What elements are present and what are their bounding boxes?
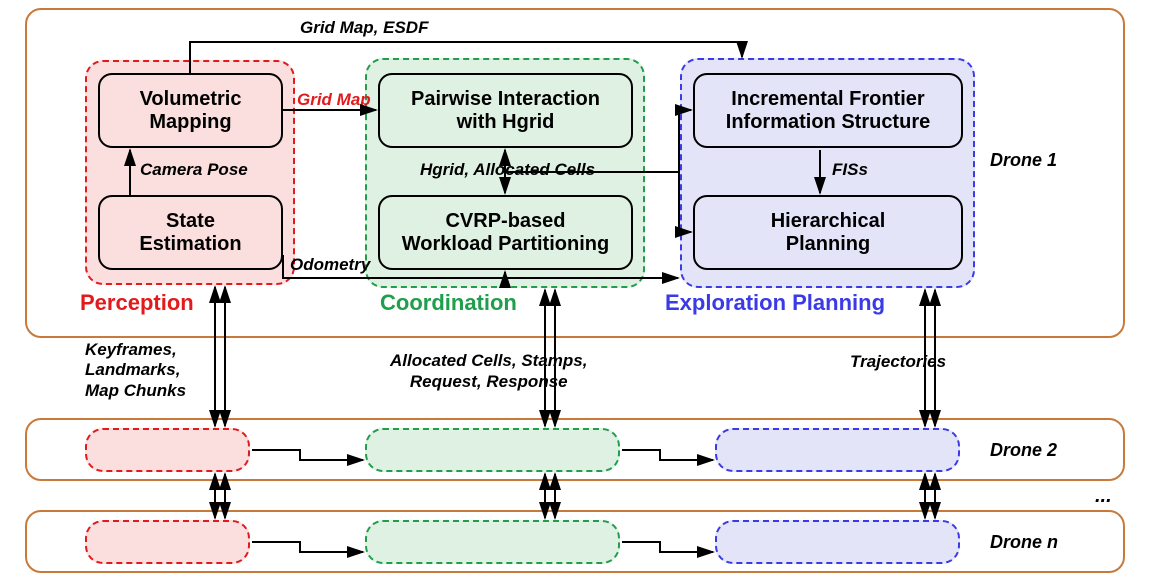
exploration-module-label: Exploration Planning [665,290,885,316]
perception-module-label: Perception [80,290,194,316]
camera-pose-label: Camera Pose [140,160,248,180]
hgrid-alloc-label: Hgrid, Allocated Cells [420,160,595,180]
diagram-canvas: Volumetric Mapping State Estimation Pair… [0,0,1151,579]
dronen-perception [85,520,250,564]
pairwise-hgrid-box: Pairwise Interaction with Hgrid [378,73,633,148]
coordination-module-label: Coordination [380,290,517,316]
keyframes-label: Keyframes, Landmarks, Map Chunks [85,340,186,401]
gridmap-label: Grid Map [297,90,371,110]
dronen-label: Drone n [990,532,1058,553]
pairwise-hgrid-label: Pairwise Interaction with Hgrid [411,88,600,134]
hierarchical-planning-box: Hierarchical Planning [693,195,963,270]
volumetric-mapping-box: Volumetric Mapping [98,73,283,148]
cvrp-partitioning-label: CVRP-based Workload Partitioning [402,210,609,256]
cvrp-partitioning-box: CVRP-based Workload Partitioning [378,195,633,270]
fiss-label: FISs [832,160,868,180]
drone2-label: Drone 2 [990,440,1057,461]
gridmap-esdf-label: Grid Map, ESDF [300,18,428,38]
incremental-frontier-label: Incremental Frontier Information Structu… [726,88,930,134]
drone2-coordination [365,428,620,472]
drone1-label: Drone 1 [990,150,1057,171]
drone-dots-label: ... [1095,485,1112,508]
dronen-exploration [715,520,960,564]
drone2-exploration [715,428,960,472]
odometry-label: Odometry [290,255,370,275]
trajectories-label: Trajectories [850,352,946,372]
volumetric-mapping-label: Volumetric Mapping [140,88,242,134]
hierarchical-planning-label: Hierarchical Planning [771,210,886,256]
state-estimation-label: State Estimation [139,210,241,256]
state-estimation-box: State Estimation [98,195,283,270]
incremental-frontier-box: Incremental Frontier Information Structu… [693,73,963,148]
alloc-stamps-label: Allocated Cells, Stamps, Request, Respon… [390,350,587,393]
drone2-perception [85,428,250,472]
dronen-coordination [365,520,620,564]
